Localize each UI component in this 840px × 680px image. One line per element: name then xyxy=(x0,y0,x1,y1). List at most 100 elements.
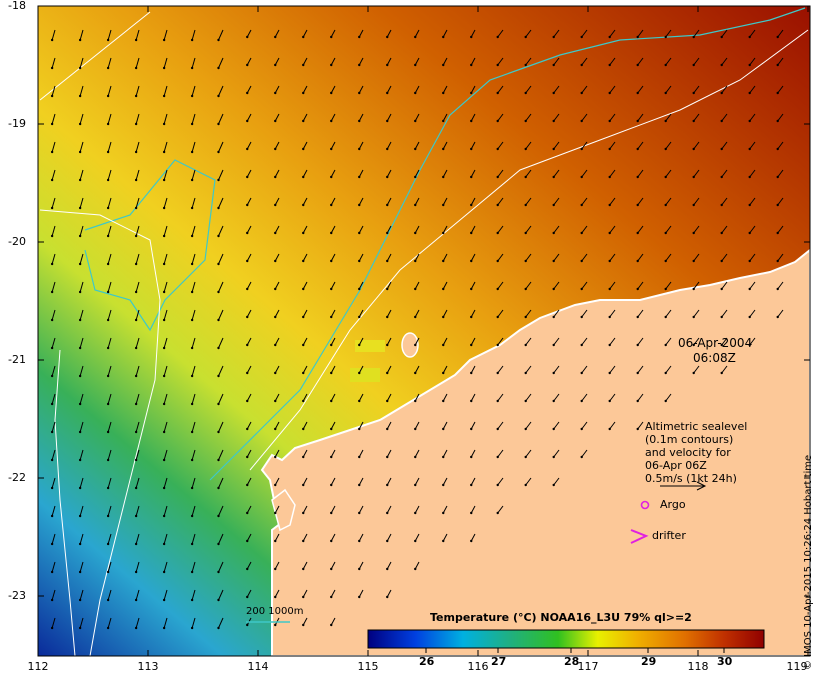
velocity-arrowhead xyxy=(665,64,667,66)
velocity-arrowhead xyxy=(274,36,276,38)
velocity-arrowhead xyxy=(163,375,165,377)
velocity-arrowhead xyxy=(302,344,304,346)
velocity-arrowhead xyxy=(79,459,81,461)
velocity-arrowhead xyxy=(553,64,555,66)
velocity-arrowhead xyxy=(609,260,611,262)
velocity-arrowhead xyxy=(470,176,472,178)
velocity-arrowhead xyxy=(163,151,165,153)
velocity-arrowhead xyxy=(358,568,360,570)
velocity-arrowhead xyxy=(470,232,472,234)
velocity-arrowhead xyxy=(414,36,416,38)
velocity-arrowhead xyxy=(637,400,639,402)
velocity-arrowhead xyxy=(274,568,276,570)
velocity-arrowhead xyxy=(386,148,388,150)
velocity-arrowhead xyxy=(163,235,165,237)
velocity-arrowhead xyxy=(217,431,219,433)
velocity-arrowhead xyxy=(107,151,109,153)
velocity-arrowhead xyxy=(135,39,137,41)
velocity-arrowhead xyxy=(637,148,639,150)
velocity-arrowhead xyxy=(470,372,472,374)
velocity-arrowhead xyxy=(107,431,109,433)
velocity-arrowhead xyxy=(749,148,751,150)
velocity-arrowhead xyxy=(358,232,360,234)
velocity-arrowhead xyxy=(51,123,53,125)
velocity-arrowhead xyxy=(386,64,388,66)
velocity-arrowhead xyxy=(217,403,219,405)
velocity-arrowhead xyxy=(163,39,165,41)
velocity-arrowhead xyxy=(330,344,332,346)
velocity-arrowhead xyxy=(246,260,248,262)
velocity-arrowhead xyxy=(79,95,81,97)
velocity-arrowhead xyxy=(665,120,667,122)
velocity-arrowhead xyxy=(107,627,109,629)
velocity-arrowhead xyxy=(246,512,248,514)
velocity-arrowhead xyxy=(581,64,583,66)
velocity-arrowhead xyxy=(246,456,248,458)
velocity-arrowhead xyxy=(581,456,583,458)
velocity-arrowhead xyxy=(246,372,248,374)
velocity-arrowhead xyxy=(665,148,667,150)
velocity-arrowhead xyxy=(470,204,472,206)
velocity-arrowhead xyxy=(553,316,555,318)
y-tick-label: -20 xyxy=(2,235,26,248)
velocity-arrowhead xyxy=(217,235,219,237)
info-line: and velocity for xyxy=(645,446,731,459)
velocity-arrowhead xyxy=(414,400,416,402)
velocity-arrowhead xyxy=(358,120,360,122)
velocity-arrowhead xyxy=(163,515,165,517)
velocity-arrowhead xyxy=(302,176,304,178)
velocity-arrowhead xyxy=(135,347,137,349)
velocity-arrowhead xyxy=(665,232,667,234)
velocity-arrowhead xyxy=(525,64,527,66)
velocity-arrowhead xyxy=(414,568,416,570)
velocity-arrowhead xyxy=(414,288,416,290)
velocity-arrowhead xyxy=(191,347,193,349)
velocity-arrowhead xyxy=(525,176,527,178)
velocity-arrowhead xyxy=(442,288,444,290)
velocity-arrowhead xyxy=(470,260,472,262)
velocity-arrowhead xyxy=(79,543,81,545)
velocity-arrowhead xyxy=(358,596,360,598)
velocity-arrowhead xyxy=(330,288,332,290)
velocity-arrowhead xyxy=(330,540,332,542)
velocity-arrowhead xyxy=(581,400,583,402)
velocity-arrowhead xyxy=(217,319,219,321)
velocity-arrowhead xyxy=(79,151,81,153)
velocity-arrowhead xyxy=(135,403,137,405)
velocity-arrowhead xyxy=(107,291,109,293)
velocity-arrowhead xyxy=(191,431,193,433)
velocity-arrowhead xyxy=(497,372,499,374)
velocity-arrowhead xyxy=(721,260,723,262)
y-tick-label: -22 xyxy=(2,471,26,484)
velocity-arrowhead xyxy=(470,428,472,430)
velocity-arrowhead xyxy=(665,400,667,402)
velocity-arrowhead xyxy=(609,176,611,178)
velocity-arrowhead xyxy=(581,372,583,374)
velocity-arrowhead xyxy=(330,232,332,234)
velocity-arrowhead xyxy=(51,207,53,209)
velocity-arrowhead xyxy=(163,459,165,461)
velocity-arrowhead xyxy=(358,540,360,542)
velocity-arrowhead xyxy=(135,235,137,237)
velocity-arrowhead xyxy=(414,176,416,178)
velocity-arrowhead xyxy=(107,39,109,41)
velocity-arrowhead xyxy=(246,428,248,430)
velocity-arrowhead xyxy=(217,263,219,265)
velocity-arrowhead xyxy=(721,372,723,374)
velocity-arrowhead xyxy=(330,176,332,178)
info-line: 0.5m/s (1kt 24h) xyxy=(645,472,737,485)
velocity-arrowhead xyxy=(302,624,304,626)
velocity-arrowhead xyxy=(358,400,360,402)
velocity-arrowhead xyxy=(330,316,332,318)
velocity-arrowhead xyxy=(274,204,276,206)
velocity-arrowhead xyxy=(553,372,555,374)
velocity-arrowhead xyxy=(274,540,276,542)
velocity-arrowhead xyxy=(191,235,193,237)
velocity-arrowhead xyxy=(135,95,137,97)
velocity-arrowhead xyxy=(274,596,276,598)
time-label: 06:08Z xyxy=(693,351,736,365)
x-tick-label: 112 xyxy=(23,660,53,673)
velocity-arrowhead xyxy=(693,176,695,178)
velocity-arrowhead xyxy=(107,179,109,181)
y-tick-label: -21 xyxy=(2,353,26,366)
